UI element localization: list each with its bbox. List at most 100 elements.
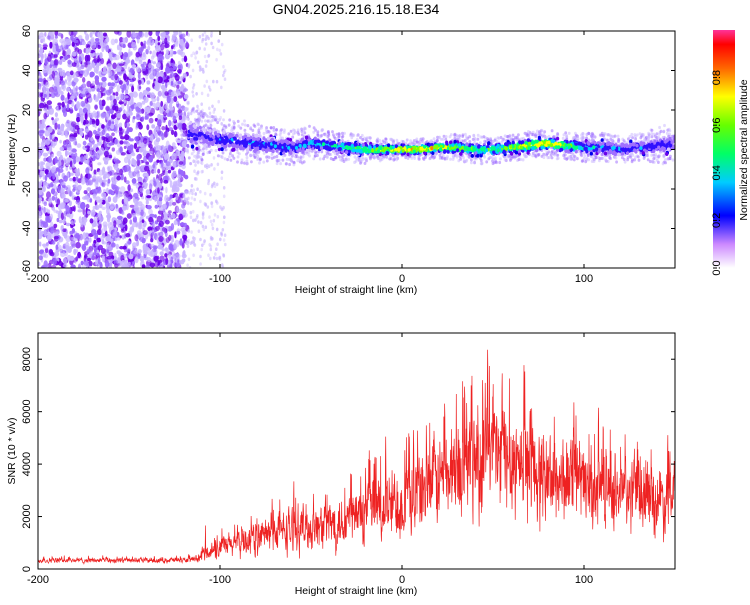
noise-point <box>209 237 213 241</box>
noise-point <box>210 201 213 205</box>
noise-point <box>49 213 53 221</box>
noise-point <box>107 196 112 203</box>
noise-point <box>129 128 133 133</box>
noise-point <box>106 96 110 101</box>
noise-point <box>143 181 147 186</box>
halo-point <box>275 154 279 159</box>
halo-point <box>663 123 666 128</box>
halo-point <box>613 134 617 138</box>
noise-point <box>154 132 158 139</box>
noise-point <box>102 179 108 183</box>
noise-point <box>132 242 137 249</box>
noise-point <box>195 215 199 220</box>
halo-point <box>249 126 253 130</box>
noise-point <box>113 220 117 228</box>
noise-point <box>86 80 92 88</box>
halo-point <box>601 156 605 160</box>
noise-point <box>69 109 74 114</box>
noise-point <box>152 68 157 77</box>
noise-point <box>128 253 134 260</box>
noise-point <box>212 110 216 114</box>
noise-point <box>211 183 214 187</box>
halo-point <box>652 157 656 161</box>
noise-point <box>177 103 182 110</box>
noise-point <box>220 170 224 174</box>
noise-point <box>123 156 129 164</box>
noise-point <box>92 80 95 86</box>
noise-point <box>116 215 123 220</box>
noise-point <box>90 136 94 142</box>
noise-point <box>40 57 44 64</box>
noise-point <box>53 64 58 69</box>
noise-point <box>200 170 204 174</box>
noise-point <box>118 128 124 135</box>
halo-point <box>476 133 480 137</box>
noise-point <box>42 68 47 74</box>
noise-point <box>124 224 128 232</box>
noise-point <box>222 73 225 78</box>
noise-point <box>58 59 63 65</box>
halo-point <box>383 155 386 159</box>
halo-point <box>550 129 554 133</box>
noise-point <box>178 199 184 203</box>
noise-point <box>200 102 203 106</box>
noise-point <box>113 165 119 171</box>
noise-point <box>38 212 41 217</box>
noise-point <box>115 243 120 250</box>
halo-point <box>283 128 286 132</box>
noise-point <box>75 241 81 249</box>
noise-point <box>160 84 166 90</box>
noise-point <box>174 37 179 45</box>
noise-point <box>62 218 66 225</box>
noise-point <box>85 92 92 99</box>
noise-point <box>60 94 65 101</box>
noise-point <box>127 51 131 58</box>
halo-point <box>428 157 432 161</box>
noise-point <box>51 117 54 121</box>
noise-point <box>85 240 89 246</box>
halo-point <box>585 136 588 140</box>
noise-point <box>118 80 123 85</box>
noise-point <box>136 154 140 161</box>
noise-point <box>169 107 174 111</box>
halo-point <box>542 132 546 136</box>
halo-point <box>294 153 298 157</box>
noise-point <box>153 106 159 110</box>
noise-point <box>109 169 115 176</box>
halo-point <box>228 152 232 156</box>
halo-point <box>257 131 261 135</box>
noise-point <box>43 93 47 98</box>
noise-point <box>53 251 60 257</box>
noise-point <box>45 139 50 146</box>
noise-point <box>75 249 79 253</box>
noise-point <box>208 111 212 116</box>
halo-point <box>228 155 231 159</box>
noise-point <box>123 217 128 224</box>
noise-point <box>199 254 202 259</box>
noise-point <box>133 250 138 255</box>
halo-point <box>639 136 643 140</box>
noise-point <box>222 186 226 190</box>
noise-point <box>107 70 113 77</box>
noise-point <box>118 101 124 105</box>
noise-point <box>222 238 226 242</box>
noise-point <box>177 183 183 188</box>
noise-point <box>63 175 68 182</box>
noise-point <box>43 201 47 206</box>
noise-point <box>201 33 205 37</box>
noise-point <box>158 197 163 202</box>
noise-point <box>106 63 112 69</box>
noise-point <box>144 32 149 38</box>
halo-point <box>417 157 421 161</box>
noise-point <box>71 81 76 87</box>
noise-point <box>171 45 174 50</box>
noise-point <box>151 124 156 129</box>
halo-point <box>482 135 486 139</box>
noise-point <box>54 119 58 124</box>
noise-point <box>199 220 203 225</box>
noise-point <box>163 179 169 184</box>
noise-point <box>157 113 162 120</box>
noise-point <box>97 162 102 166</box>
halo-point <box>652 160 656 164</box>
halo-point <box>538 132 541 136</box>
